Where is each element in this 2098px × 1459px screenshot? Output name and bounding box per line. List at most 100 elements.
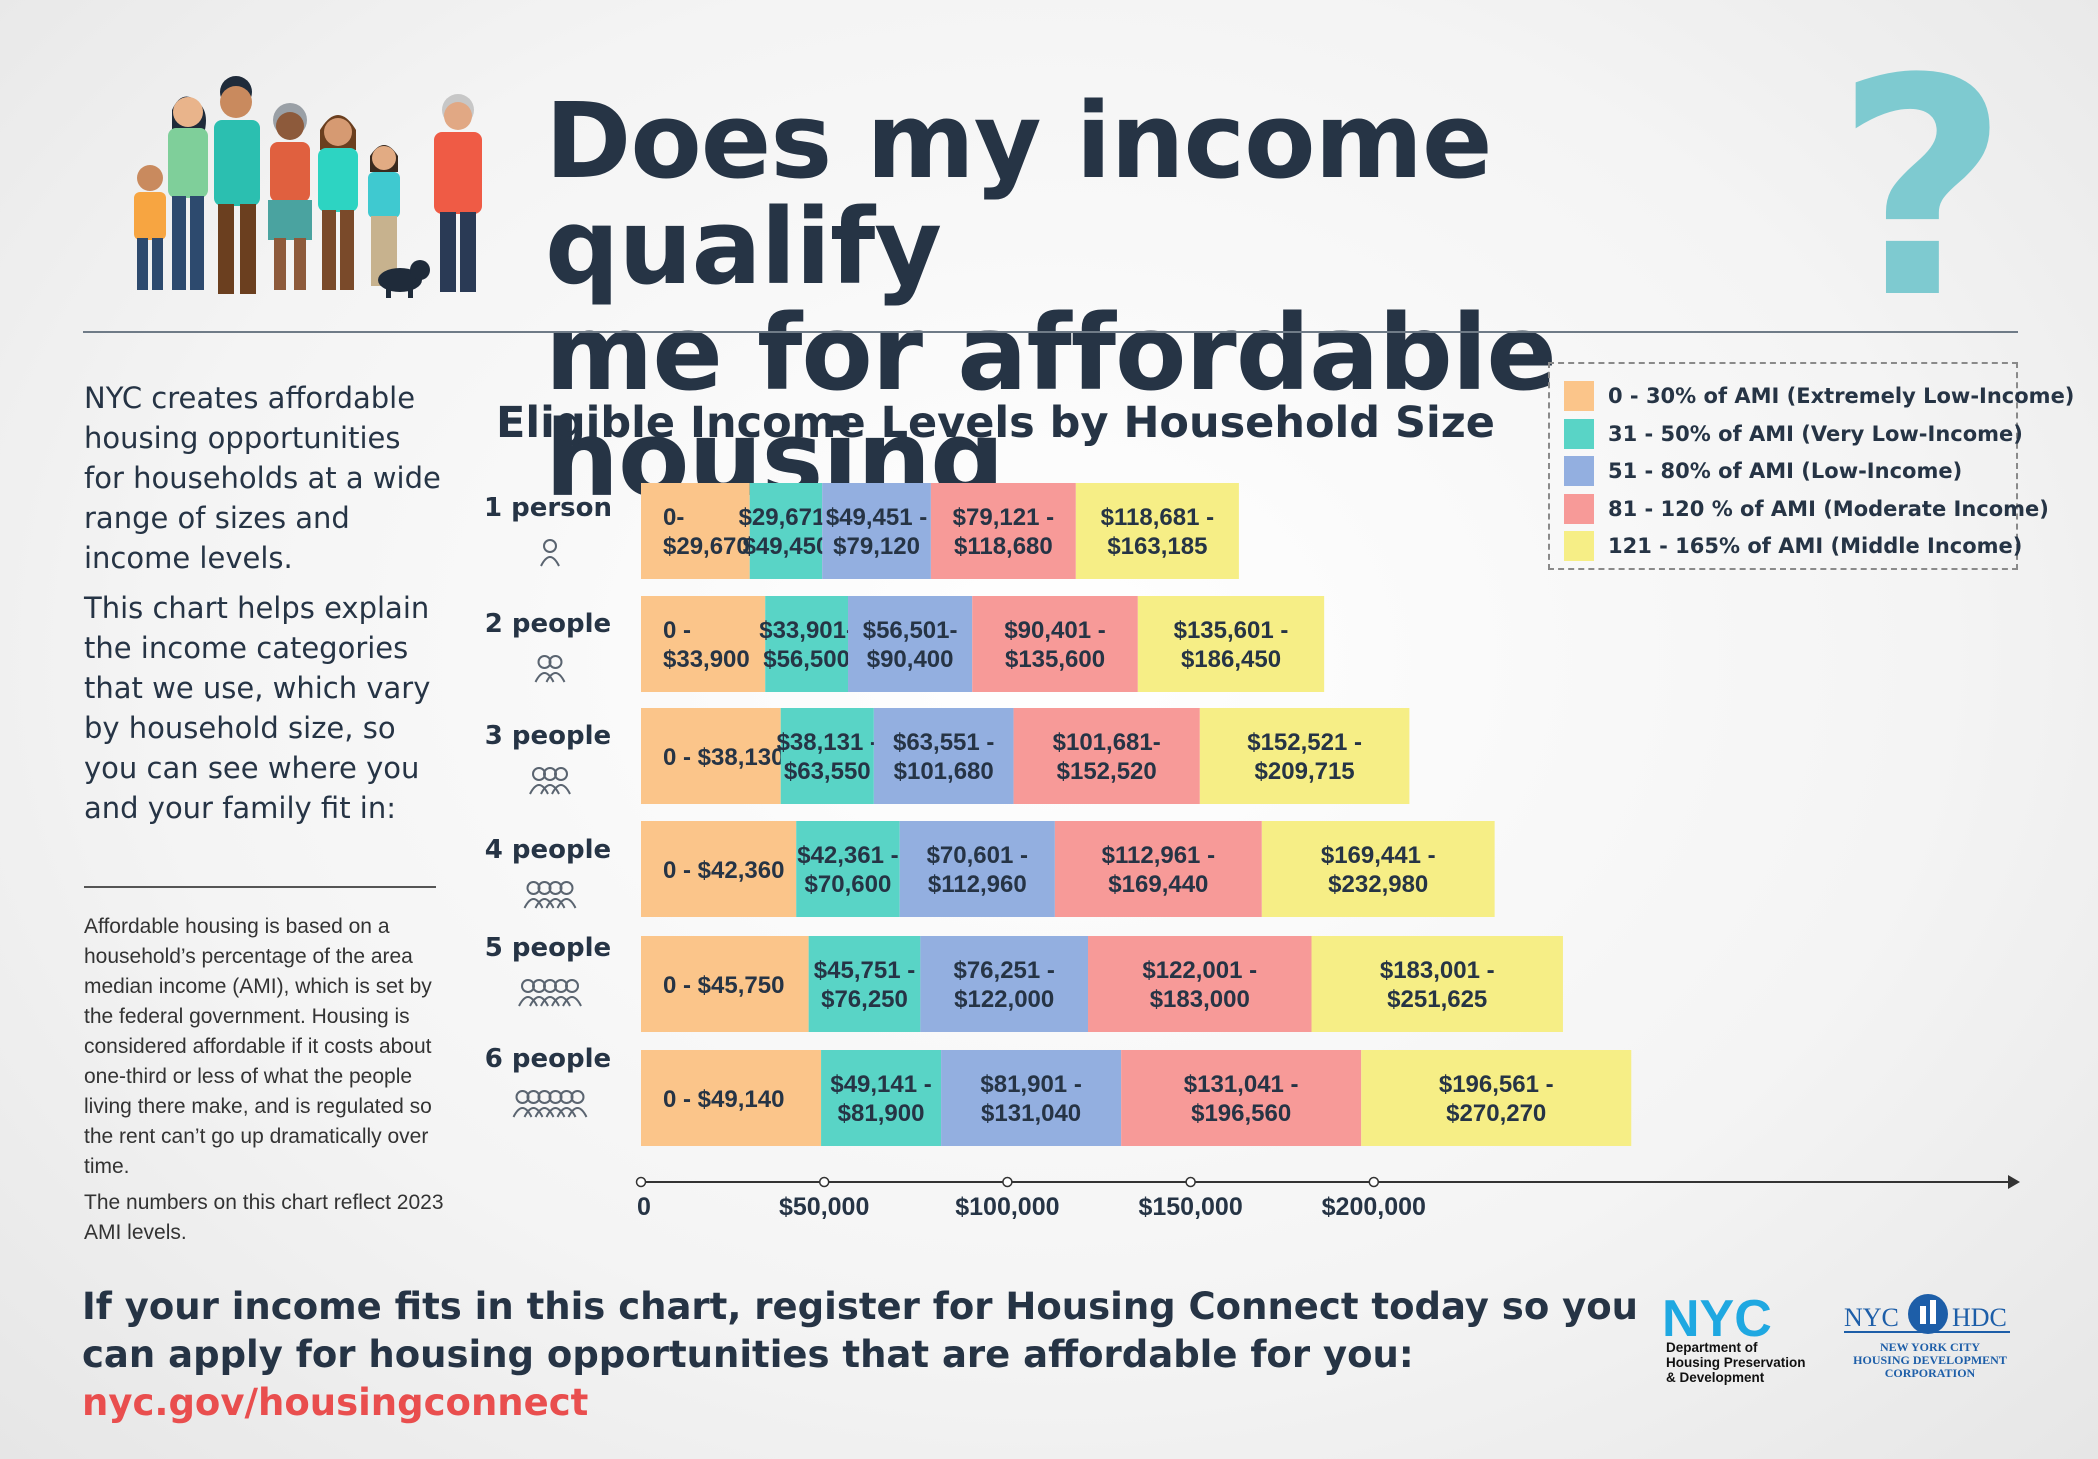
bar-label: $45,751 - [814, 957, 915, 984]
x-tick-mark [1002, 1176, 1013, 1188]
five-people-icon [518, 979, 582, 1007]
bar-segment [899, 821, 1055, 917]
x-tick-mark [1368, 1176, 1380, 1188]
person-head [570, 1090, 585, 1104]
bar-label: 0 - $38,130 [663, 744, 784, 771]
bar-segment [920, 936, 1089, 1032]
bar-segment [873, 708, 1014, 804]
person-head [565, 979, 579, 993]
bar-label: $122,000 [954, 986, 1054, 1013]
hdc-logo-right: HDC [1952, 1303, 2007, 1332]
bar-segment [972, 596, 1138, 692]
bar-segment [749, 483, 823, 579]
bar-segment [641, 821, 797, 917]
bar-label: $163,185 [1107, 533, 1207, 560]
bar-segment [641, 936, 809, 1032]
person-head [554, 767, 568, 781]
bar-label: $70,601 - [927, 842, 1028, 869]
bar-label: $38,131 - [777, 729, 878, 756]
question-mark-icon: ? [1835, 15, 2010, 364]
x-tick-label: 0 [637, 1193, 651, 1221]
intro-text: NYC creates affordable housing opportuni… [84, 378, 444, 838]
legend-item: 31 - 50% of AMI (Very Low-Income) [1564, 418, 2023, 449]
bar-segment [765, 596, 849, 692]
person-body [529, 784, 549, 795]
bar-segment [1013, 708, 1200, 804]
person-body [523, 898, 544, 909]
bar-segment [1121, 1050, 1362, 1146]
six-people-icon [512, 1090, 588, 1118]
footer-call-to-action: If your income fits in this chart, regis… [82, 1283, 1642, 1427]
bar-label: 0- [663, 504, 684, 531]
x-tick-mark [818, 1176, 830, 1188]
family-illustration [134, 76, 482, 298]
person-head [548, 655, 563, 669]
person-body [540, 784, 560, 795]
person-head [559, 881, 574, 895]
category-label: 2 people [485, 609, 611, 639]
bar-label: $42,361 - [797, 842, 898, 869]
ami-note: Affordable housing is based on a househo… [84, 912, 454, 1254]
bar-segment [1361, 1050, 1632, 1146]
bar-segment [1075, 483, 1239, 579]
legend-label: 0 - 30% of AMI (Extremely Low-Income) [1608, 384, 2075, 408]
legend-swatch [1564, 381, 1594, 411]
housing-connect-link[interactable]: nyc.gov/housingconnect [82, 1381, 589, 1424]
person-body [556, 1107, 577, 1118]
legend-label: 51 - 80% of AMI (Low-Income) [1608, 459, 1963, 483]
bar-label: $56,500 [763, 646, 850, 673]
bar-label: $70,600 [805, 871, 892, 898]
grandmother-figure [268, 103, 312, 290]
bar-segment [780, 708, 874, 804]
hdc-name-line: HOUSING DEVELOPMENT [1853, 1353, 2007, 1367]
bar-label: $232,980 [1328, 871, 1428, 898]
bar-segment [641, 483, 750, 579]
legend-label: 121 - 165% of AMI (Middle Income) [1608, 534, 2023, 558]
intro-paragraph: NYC creates affordable housing opportuni… [84, 381, 441, 575]
hdc-globe-icon [1908, 1294, 1948, 1334]
woman-figure [318, 115, 358, 290]
bar-segment [1261, 821, 1495, 917]
person-body [534, 1107, 555, 1118]
four-people-icon [523, 881, 577, 909]
bar-segment [641, 596, 766, 692]
bar-label: $169,440 [1108, 871, 1208, 898]
woman-figure [168, 96, 208, 290]
person-body [562, 996, 582, 1007]
bar-label: $49,450 [743, 533, 830, 560]
chart-title: Eligible Income Levels by Household Size [496, 398, 1495, 448]
bar-segment [808, 936, 921, 1032]
bar-segment [1088, 936, 1312, 1032]
bar-label: $81,901 - [980, 1071, 1081, 1098]
bar-label: $49,451 - [826, 504, 927, 531]
legend-label: 81 - 120 % of AMI (Moderate Income) [1608, 496, 2049, 521]
bar-label: $56,501- [863, 617, 958, 644]
chart-legend: 0 - 30% of AMI (Extremely Low-Income) 31 … [1548, 362, 2074, 570]
bar-label: $101,680 [894, 758, 994, 785]
category-label: 5 people [485, 933, 611, 963]
bar-label: $79,121 - [953, 504, 1054, 531]
bar-label: $33,901- [759, 617, 854, 644]
bar-segment [821, 1050, 942, 1146]
category-label: 4 people [485, 835, 611, 865]
person-body [545, 898, 566, 909]
bar-label: $79,120 [833, 533, 920, 560]
bar-label: 0 - $49,140 [663, 1086, 784, 1113]
hpd-name-line: & Development [1666, 1370, 1765, 1385]
bar-label: $90,401 - [1004, 617, 1105, 644]
nyc-hdc-logo: NYC HDC [1844, 1294, 2010, 1334]
person-body [512, 1107, 533, 1118]
man-figure [214, 76, 260, 294]
person-body [556, 898, 577, 909]
person-body [534, 672, 555, 683]
hpd-name: Department of Housing Preservation & Dev… [1666, 1340, 1856, 1385]
bar-segment [1199, 708, 1410, 804]
person-body [523, 1107, 544, 1118]
person-body [540, 996, 560, 1007]
x-tick-mark [635, 1176, 647, 1188]
bar-segment [1054, 821, 1262, 917]
bar-label: $49,141 - [830, 1071, 931, 1098]
bar-segment [641, 1050, 822, 1146]
person-body [567, 1107, 588, 1118]
bar-label: $135,601 - [1174, 617, 1289, 644]
